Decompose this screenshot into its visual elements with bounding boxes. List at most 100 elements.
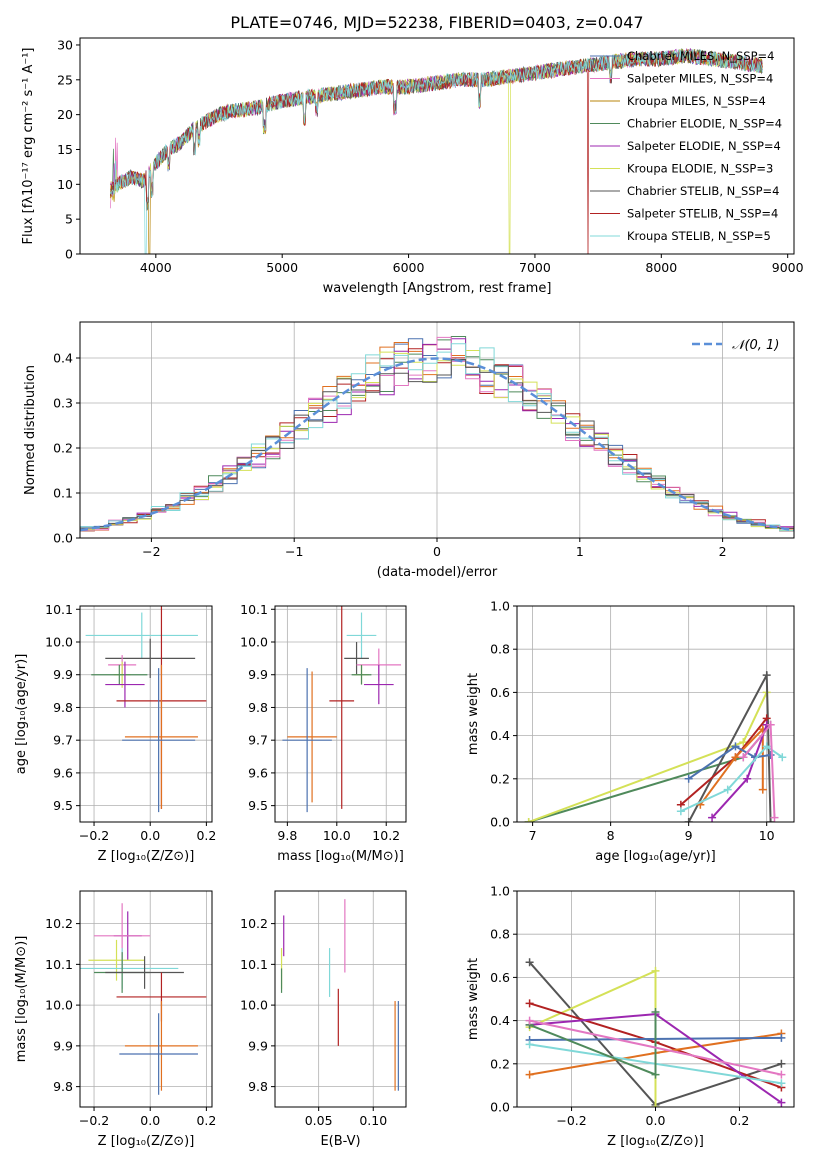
spec-legend-label-1: Salpeter MILES, N_SSP=4 (627, 72, 773, 86)
spec-xtick-label-4: 8000 (645, 260, 677, 275)
p5-series-6-marker-3 (766, 751, 775, 760)
spec-ytick-label-3: 15 (57, 142, 73, 157)
p6-content (80, 903, 207, 1095)
p3-point-5 (105, 661, 145, 708)
p5-series-7-marker-2 (762, 742, 771, 751)
spec-ytick-label-0: 0 (65, 247, 73, 262)
resid-legend-label-0: 𝒩(0, 1) (732, 338, 779, 353)
p7-xtick-label-1: 0.10 (359, 1113, 387, 1128)
p3-xtick-label-2: 0.2 (196, 828, 216, 843)
p3-xtick-label-0: −0.2 (79, 828, 109, 843)
p4-ytick-label-5: 10.0 (240, 635, 268, 650)
spec-legend-label-2: Kroupa MILES, N_SSP=4 (627, 94, 766, 108)
p6-point-2 (88, 939, 145, 981)
p3-content (85, 606, 207, 813)
p8-xtick-label-2: 0.2 (729, 1113, 749, 1128)
spec-ytick-label-2: 10 (57, 177, 73, 192)
p8-series-0-marker-2 (777, 1059, 786, 1068)
p8-xtick-label-1: 0.0 (646, 1113, 666, 1128)
p4-ytick-label-3: 9.8 (248, 700, 268, 715)
resid-ytick-label-1: 0.1 (53, 486, 73, 501)
p8-content (525, 958, 786, 1107)
p3-point-4 (91, 664, 148, 685)
p3-ytick-label-0: 9.5 (53, 798, 73, 813)
spec-ylabel: Flux [fλ10⁻¹⁷ erg cm⁻² s⁻¹ A⁻¹] (21, 48, 36, 245)
p5-xlabel: age [log₁₀(age/yr)] (595, 849, 716, 864)
p8-xlabel: Z [log₁₀(Z/Z⊙)] (607, 1134, 704, 1149)
resid-xtick-label-1: −1 (285, 544, 303, 559)
p4-point-4 (351, 664, 372, 685)
p7-content (280, 899, 399, 1091)
p5-series-6 (688, 745, 771, 780)
p3-ytick-label-2: 9.7 (53, 733, 73, 748)
spec-xlabel: wavelength [Angstrom, rest frame] (323, 281, 552, 296)
p5-series-7-marker-0 (676, 807, 685, 816)
resid-normal-curve (80, 357, 794, 532)
p6-panel: −0.2 0.0 0.2 9.8 9.9 10.0 10.1 10.2 Z [log₁₀(Z/Z… (14, 890, 216, 1149)
p8-series-6-marker-1 (777, 1079, 786, 1088)
p7-ytick-label-1: 9.9 (248, 1038, 268, 1053)
p8-ytick-label-2: 0.4 (490, 1013, 510, 1028)
p3-ytick-label-3: 9.8 (53, 700, 73, 715)
spec-legend-label-6: Chabrier STELIB, N_SSP=4 (627, 184, 779, 198)
p8-series-1-marker-1 (651, 966, 660, 975)
p8-series-8 (529, 1019, 782, 1076)
p5-series-8-marker-1 (766, 720, 775, 729)
p6-ytick-label-2: 10.0 (45, 998, 73, 1013)
p8-series-7-marker-1 (651, 1070, 660, 1079)
spec-content (109, 48, 763, 254)
p4-xlabel: mass [log₁₀(M/M⊙)] (277, 849, 404, 864)
resid-xtick-label-3: 1 (576, 544, 584, 559)
p5-series-4-marker-3 (758, 785, 767, 794)
p7-panel: 0.05 0.10 9.8 9.9 10.0 10.1 10.2 E(B-V) (240, 890, 407, 1149)
p4-ytick-label-2: 9.7 (248, 733, 268, 748)
p3-ytick-label-1: 9.6 (53, 765, 73, 780)
p5-series-6-marker-1 (731, 742, 740, 751)
p8-series-0-marker-0 (525, 958, 534, 967)
p5-ytick-label-5: 1.0 (490, 599, 510, 614)
spec-legend-label-4: Salpeter ELODIE, N_SSP=4 (627, 139, 781, 153)
p5-ytick-label-1: 0.2 (490, 771, 510, 786)
p8-panel: −0.2 0.0 0.2 0.0 0.2 0.4 0.6 0.8 1.0 Z [log₁₀(Z/Z… (466, 884, 795, 1149)
p3-panel: −0.2 0.0 0.2 9.5 9.6 9.7 9.8 9.9 10.0 10.1 Z [log₁… (14, 602, 216, 864)
spec-panel: Chabrier MILES, N_SSP=4 Salpeter MILES, N… (21, 37, 804, 296)
p8-ytick-label-4: 0.8 (490, 927, 510, 942)
p6-ytick-label-1: 9.9 (53, 1038, 73, 1053)
p4-point-7 (287, 671, 337, 803)
p5-ytick-label-4: 0.8 (490, 642, 510, 657)
p8-series-7-marker-2 (651, 1007, 660, 1016)
p5-ytick-label-2: 0.4 (490, 728, 510, 743)
resid-xtick-label-4: 2 (719, 544, 727, 559)
p6-point-7 (124, 1001, 198, 1091)
p4-xtick-label-0: 9.8 (277, 828, 297, 843)
p4-point-5 (363, 664, 394, 705)
p4-ytick-label-4: 9.9 (248, 667, 268, 682)
p8-series-3-marker-0 (525, 1070, 534, 1079)
resid-xtick-label-2: 0 (433, 544, 441, 559)
p3-ytick-label-6: 10.1 (45, 602, 73, 617)
p8-series-1-marker-2 (651, 1103, 660, 1107)
p4-content (282, 606, 402, 813)
p5-ytick-label-0: 0.0 (490, 815, 510, 830)
p6-ytick-label-4: 10.2 (45, 916, 73, 931)
p8-series-5-marker-2 (777, 1098, 786, 1107)
p5-xtick-label-3: 10 (759, 828, 775, 843)
resid-ylabel: Normed distribution (23, 365, 38, 495)
p5-series-7-marker-3 (778, 753, 787, 762)
p7-axes-frame (274, 890, 407, 1108)
p8-series-2-marker-0 (525, 999, 534, 1008)
p7-xtick-label-0: 0.05 (305, 1113, 333, 1128)
resid-content (80, 336, 794, 532)
spec-legend-label-5: Kroupa ELODIE, N_SSP=3 (627, 162, 773, 176)
p5-series-6-marker-0 (684, 774, 693, 783)
p5-series-5-marker-0 (708, 813, 717, 822)
p5-xtick-label-2: 9 (685, 828, 693, 843)
p5-series-2-marker-1 (762, 671, 771, 680)
p4-point-6 (329, 606, 355, 809)
p3-ytick-label-5: 10.0 (45, 635, 73, 650)
resid-ytick-label-0: 0.0 (53, 531, 73, 546)
p5-series-8-marker-0 (739, 753, 748, 762)
p8-xtick-label-0: −0.2 (556, 1113, 586, 1128)
spec-series-8 (109, 49, 763, 254)
